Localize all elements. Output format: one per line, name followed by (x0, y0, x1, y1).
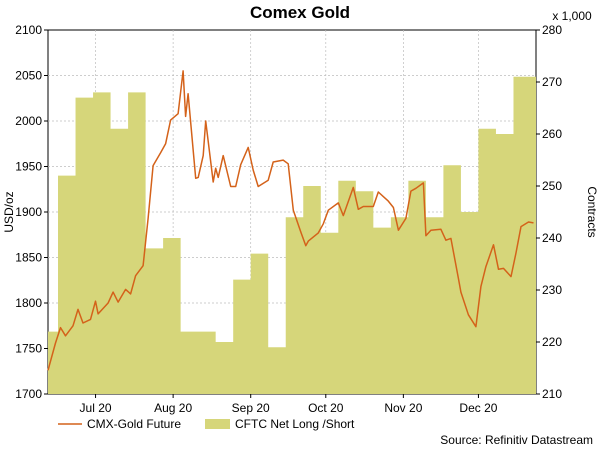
right-axis-ticks: 210 220 230 240 250 260 270 280 (536, 23, 562, 401)
legend-label-cftc: CFTC Net Long /Short (235, 417, 355, 431)
legend: CMX-Gold Future CFTC Net Long /Short (58, 417, 355, 431)
cftc-area-series (48, 76, 536, 395)
right-tick-label: 230 (542, 283, 562, 297)
right-axis-multiplier: x 1,000 (552, 9, 592, 23)
right-tick-label: 260 (542, 127, 562, 141)
legend-area-swatch (205, 419, 230, 429)
right-tick-label: 220 (542, 335, 562, 349)
x-tick-label: Sep 20 (232, 401, 270, 415)
left-tick-label: 2100 (15, 23, 42, 37)
x-tick-label: Nov 20 (384, 401, 422, 415)
left-tick-label: 1950 (15, 160, 42, 174)
right-tick-label: 240 (542, 231, 562, 245)
x-tick-label: Aug 20 (154, 401, 192, 415)
right-tick-label: 210 (542, 387, 562, 401)
left-tick-label: 1850 (15, 251, 42, 265)
source-note: Source: Refinitiv Datastream (440, 433, 593, 447)
cftc-area (48, 76, 536, 395)
legend-label-gold: CMX-Gold Future (87, 417, 181, 431)
left-axis-label: USD/oz (2, 191, 16, 232)
left-axis-ticks: 1700 1750 1800 1850 1900 1950 2000 2050 2100 (15, 23, 48, 401)
gold-line (47, 70, 534, 371)
left-tick-label: 2050 (15, 69, 42, 83)
x-tick-label: Oct 20 (308, 401, 344, 415)
right-tick-label: 270 (542, 75, 562, 89)
left-tick-label: 1900 (15, 205, 42, 219)
chart-title: Comex Gold (250, 3, 350, 22)
left-tick-label: 1800 (15, 296, 42, 310)
x-tick-label: Jul 20 (80, 401, 112, 415)
right-tick-label: 280 (542, 23, 562, 37)
left-tick-label: 2000 (15, 114, 42, 128)
left-tick-label: 1700 (15, 387, 42, 401)
right-tick-label: 250 (542, 179, 562, 193)
x-tick-label: Dec 20 (459, 401, 497, 415)
left-tick-label: 1750 (15, 342, 42, 356)
right-axis-label: Contracts (585, 186, 599, 237)
gold-line-series (47, 70, 534, 371)
x-axis-ticks: Jul 20 Aug 20 Sep 20 Oct 20 Nov 20 Dec 20 (80, 394, 498, 415)
